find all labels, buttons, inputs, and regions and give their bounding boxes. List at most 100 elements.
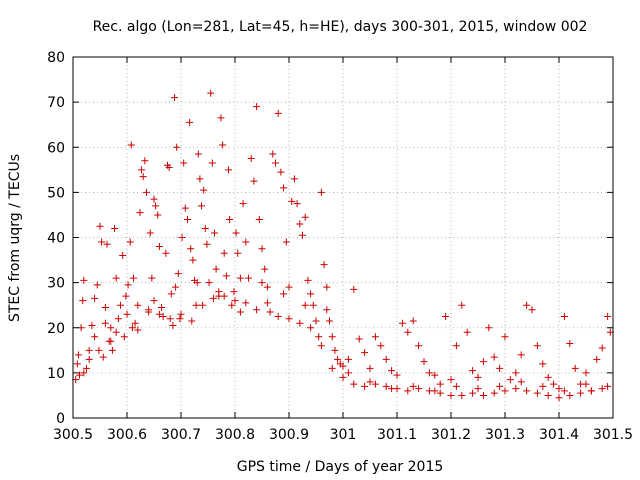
data-point: [169, 321, 177, 329]
data-point: [523, 387, 531, 395]
axis-ticks: 300.5 300.6 300.7 300.8 300.9 301 301.1 301.2 30…: [47, 50, 633, 443]
y-tick-label: 60: [47, 140, 65, 156]
data-point: [183, 215, 191, 223]
data-point: [334, 355, 342, 363]
data-point: [593, 355, 601, 363]
data-point: [296, 220, 304, 228]
data-point: [277, 168, 285, 176]
chart-title: Rec. algo (Lon=281, Lat=45, h=HE), days …: [93, 19, 588, 35]
data-point: [263, 299, 271, 307]
data-point: [479, 358, 487, 366]
y-tick-label: 40: [47, 231, 65, 247]
data-point: [371, 380, 379, 388]
data-point: [469, 367, 477, 375]
data-point: [155, 310, 163, 318]
data-point: [490, 353, 498, 361]
data-point: [274, 109, 282, 117]
data-point: [98, 238, 106, 246]
data-point: [128, 324, 136, 332]
data-point: [366, 364, 374, 372]
y-tick-label: 10: [47, 366, 65, 382]
data-point: [201, 224, 209, 232]
x-axis-label: GPS time / Days of year 2015: [237, 459, 444, 475]
data-point: [320, 261, 328, 269]
y-tick-label: 80: [47, 50, 65, 66]
data-point: [85, 355, 93, 363]
data-point: [420, 358, 428, 366]
x-tick-label: 301: [330, 427, 357, 443]
data-point: [231, 297, 239, 305]
data-point: [501, 387, 509, 395]
data-point: [209, 294, 217, 302]
data-point: [582, 380, 590, 388]
data-point: [431, 387, 439, 395]
data-point: [474, 385, 482, 393]
y-tick-label: 50: [47, 185, 65, 201]
data-point: [120, 333, 128, 341]
data-point: [123, 310, 131, 318]
data-point: [112, 274, 120, 282]
data-point: [119, 252, 127, 260]
data-point: [323, 306, 331, 314]
data-point: [107, 337, 115, 345]
data-point: [258, 245, 266, 253]
data-point: [124, 281, 132, 289]
data-point: [479, 391, 487, 399]
data-point: [598, 344, 606, 352]
data-point: [263, 283, 271, 291]
data-point: [339, 362, 347, 370]
data-point: [512, 369, 520, 377]
data-point: [274, 312, 282, 320]
data-point: [236, 274, 244, 282]
x-tick-label: 300.5: [53, 427, 93, 443]
y-tick-label: 0: [56, 411, 65, 427]
grid-lines: [73, 57, 613, 418]
data-point: [176, 315, 184, 323]
data-point: [309, 301, 317, 309]
data-point: [129, 274, 137, 282]
data-point: [145, 306, 153, 314]
data-point: [117, 301, 125, 309]
data-point: [112, 328, 120, 336]
data-point: [361, 349, 369, 357]
data-point: [232, 229, 240, 237]
data-point: [205, 279, 213, 287]
data-point: [398, 319, 406, 327]
data-point: [134, 301, 142, 309]
data-point: [293, 200, 301, 208]
data-point: [517, 378, 525, 386]
data-point: [285, 283, 293, 291]
data-point: [312, 317, 320, 325]
data-point: [317, 342, 325, 350]
data-point: [550, 380, 558, 388]
data-point: [220, 292, 228, 300]
data-point: [155, 243, 163, 251]
data-point: [582, 369, 590, 377]
data-point: [404, 328, 412, 336]
data-point: [108, 346, 116, 354]
data-point: [366, 378, 374, 386]
data-point: [239, 200, 247, 208]
data-point: [91, 333, 99, 341]
data-point: [382, 382, 390, 390]
data-point: [242, 238, 250, 246]
y-tick-label: 70: [47, 95, 65, 111]
data-point: [452, 382, 460, 390]
data-point: [517, 351, 525, 359]
data-point: [463, 328, 471, 336]
data-point: [222, 272, 230, 280]
data-point: [301, 213, 309, 221]
data-point: [230, 288, 238, 296]
data-point: [458, 301, 466, 309]
data-point: [261, 265, 269, 273]
data-point: [280, 290, 288, 298]
data-point: [555, 385, 563, 393]
data-point: [598, 385, 606, 393]
data-point: [361, 382, 369, 390]
data-point: [409, 317, 417, 325]
x-tick-label: 301.3: [485, 427, 525, 443]
data-point: [217, 114, 225, 122]
data-point: [350, 380, 358, 388]
data-point: [506, 376, 514, 384]
data-point: [208, 159, 216, 167]
